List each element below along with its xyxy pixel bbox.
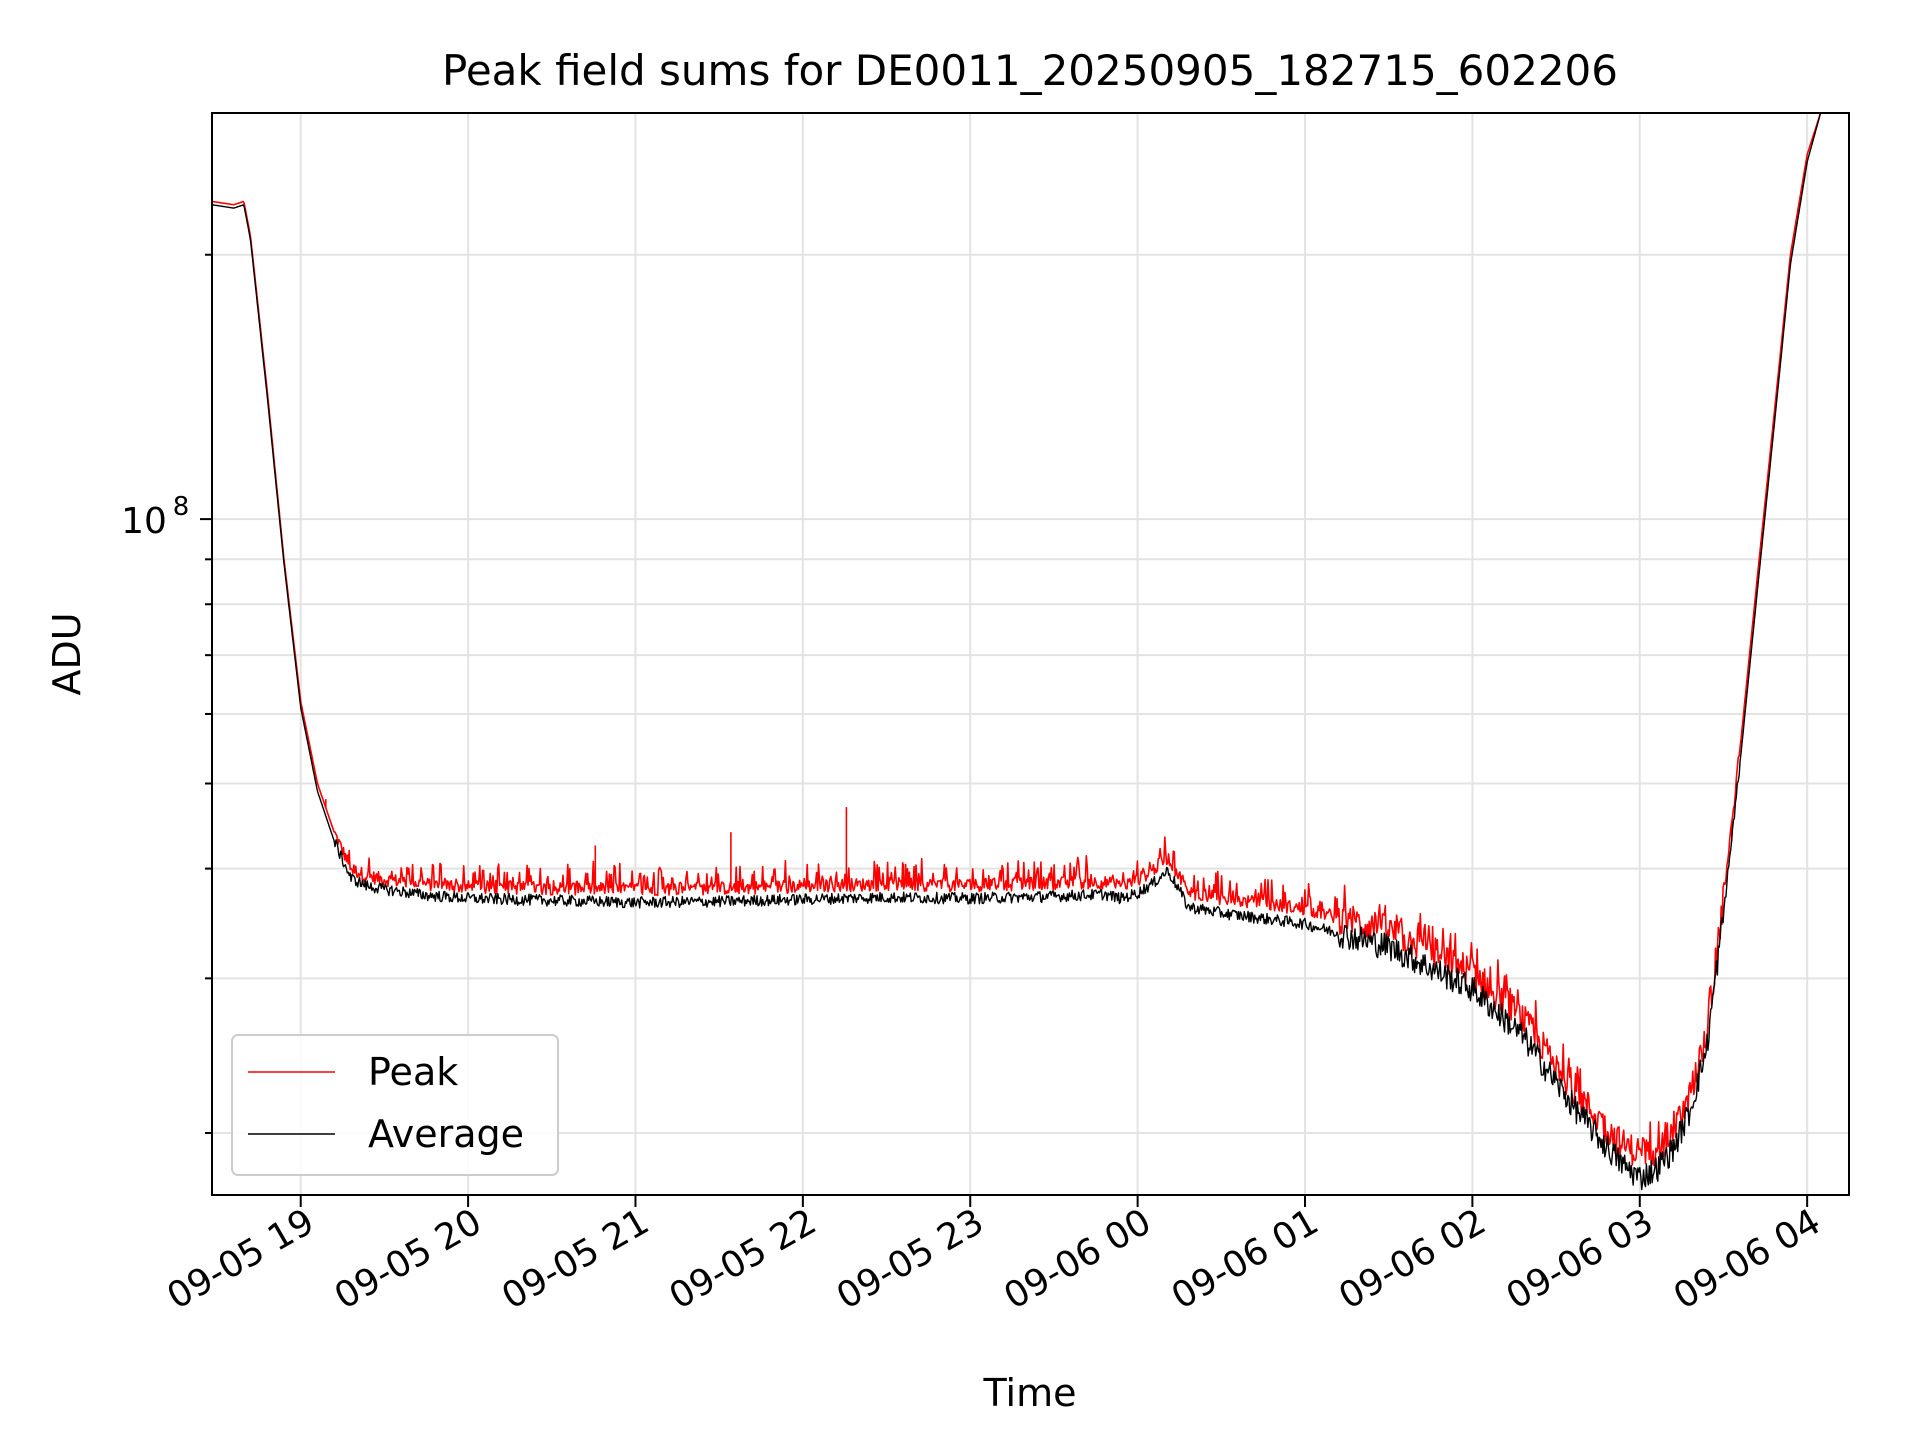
plot-frame [211,112,1850,1196]
x-axis-label: Time [983,1371,1077,1415]
y-axis-ticks: 10 8 [121,253,212,1135]
chart-title: Peak field sums for DE0011_20250905_1827… [442,46,1618,95]
y-axis-label: ADU [45,612,89,695]
series-line-average [212,113,1822,1191]
legend: Peak Average [231,1034,559,1176]
grid [212,113,1849,1195]
series-line-peak [212,113,1822,1167]
series-area [212,113,1822,1191]
legend-box [231,1034,559,1176]
legend-label-peak: Peak [368,1050,458,1094]
y-tick-label-exponent: 8 [173,492,190,522]
y-tick-label-base: 10 [121,501,167,542]
legend-label-average: Average [368,1112,524,1156]
